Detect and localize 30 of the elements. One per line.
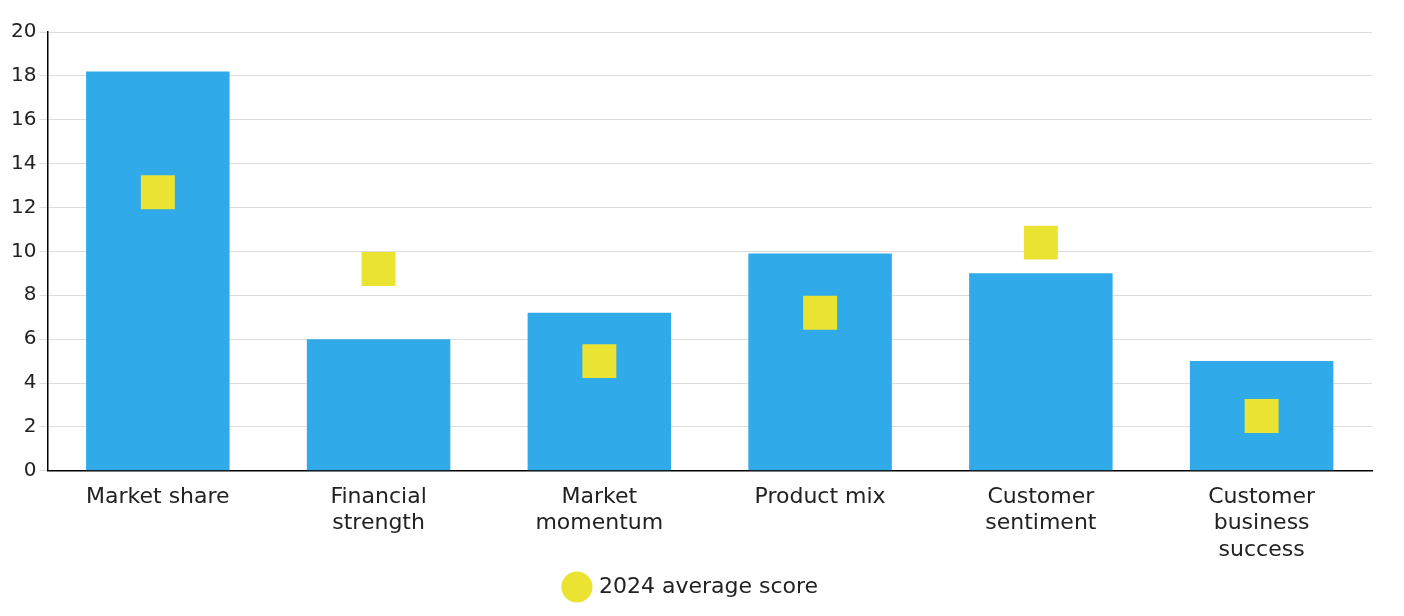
y-tick-label: 10	[11, 237, 37, 262]
bar	[86, 71, 230, 471]
bar	[969, 273, 1113, 471]
point	[1023, 225, 1058, 260]
y-tick-label: 12	[11, 193, 37, 218]
y-tick-label: 18	[11, 62, 37, 87]
bar	[748, 253, 892, 471]
point	[803, 295, 838, 330]
point	[1244, 398, 1279, 433]
x-tick-label: Financial strength	[330, 482, 427, 535]
point	[361, 251, 396, 286]
y-tick-label: 2	[23, 413, 37, 438]
y-tick-label: 6	[23, 325, 37, 350]
point	[140, 175, 175, 210]
y-tick-label: 16	[11, 105, 37, 130]
x-tick-label: Customer sentiment	[985, 482, 1097, 535]
bar	[306, 339, 451, 471]
x-tick-label: Market share	[86, 482, 230, 508]
y-tick-label: 8	[23, 281, 37, 306]
legend-label: 2024 average score	[598, 572, 819, 598]
y-tick-label: 20	[11, 18, 37, 43]
point	[582, 344, 617, 379]
y-tick-label: 4	[23, 369, 37, 394]
y-tick-label: 14	[11, 149, 37, 174]
x-tick-label: Customer business success	[1208, 482, 1316, 561]
bar	[527, 312, 672, 471]
bar	[1189, 361, 1334, 471]
x-tick-label: Product mix	[754, 482, 886, 508]
x-tick-label: Market momentum	[535, 482, 664, 535]
y-tick-label: 0	[23, 457, 37, 481]
